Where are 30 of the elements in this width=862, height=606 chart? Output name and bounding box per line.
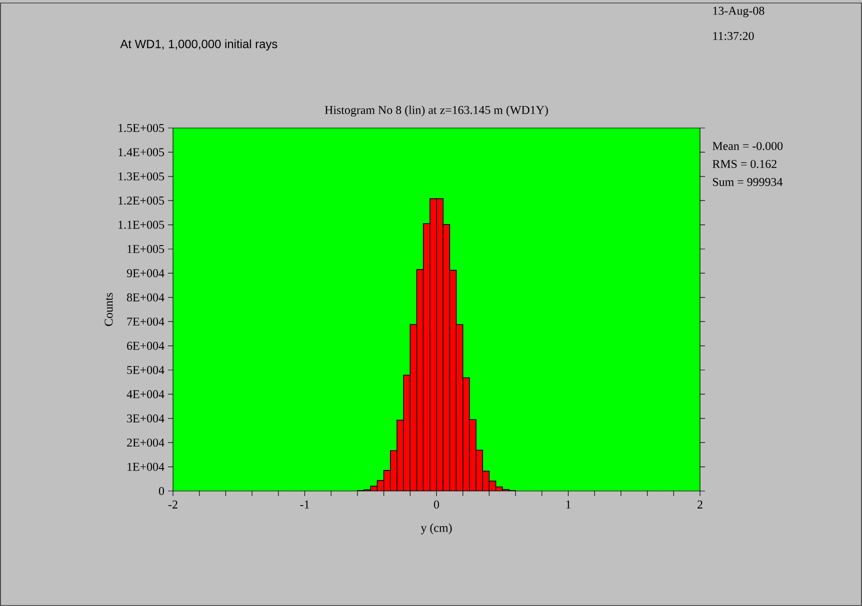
y-tick-label: 0 xyxy=(158,486,164,496)
y-tick-label: 1.1E+005 xyxy=(118,220,164,229)
y-tick-label: 7E+004 xyxy=(127,318,164,326)
y-tick-label: 4E+004 xyxy=(126,390,164,398)
y-tick-label: 6E+004 xyxy=(127,342,164,350)
y-tick-label: 3E+004 xyxy=(127,414,164,422)
x-tick-label: -1 xyxy=(300,500,310,508)
x-tick-label: 0 xyxy=(434,500,440,509)
chart-title: Histogram No 8 (lin) at z=163.145 m (WD1Y) xyxy=(324,106,548,117)
y-tick-label: 9E+004 xyxy=(126,269,164,278)
text: Mean = -0.000 xyxy=(712,142,783,150)
y-tick-label: 1.4E+005 xyxy=(118,148,164,156)
y-tick-label: 2E+004 xyxy=(127,438,164,447)
x-tick-label: -2 xyxy=(168,500,178,508)
text: 11:37:20 xyxy=(713,32,754,40)
x-tick-label: 1 xyxy=(566,500,571,508)
y-tick-label: 1.2E+005 xyxy=(118,196,164,205)
y-tick-label: 1.3E+005 xyxy=(118,172,164,180)
y-tick-label: 1E+005 xyxy=(128,244,164,254)
text: At WD1, 1,000,000 initial rays xyxy=(120,39,278,51)
text: 13-Aug-08 xyxy=(713,6,764,18)
y-tick-label: 8E+004 xyxy=(126,293,164,302)
x-tick-label: 2 xyxy=(698,500,702,508)
y-tick-label: 1.5E+005 xyxy=(118,124,164,132)
y-tick-label: 1E+004 xyxy=(128,462,164,471)
text: RMS = 0.162 xyxy=(712,160,776,168)
x-axis-title: y (cm) xyxy=(420,523,452,534)
text: Sum = 999934 xyxy=(713,178,783,186)
y-axis-title: Counts xyxy=(104,292,113,326)
y-tick-label: 5E+004 xyxy=(127,366,164,374)
